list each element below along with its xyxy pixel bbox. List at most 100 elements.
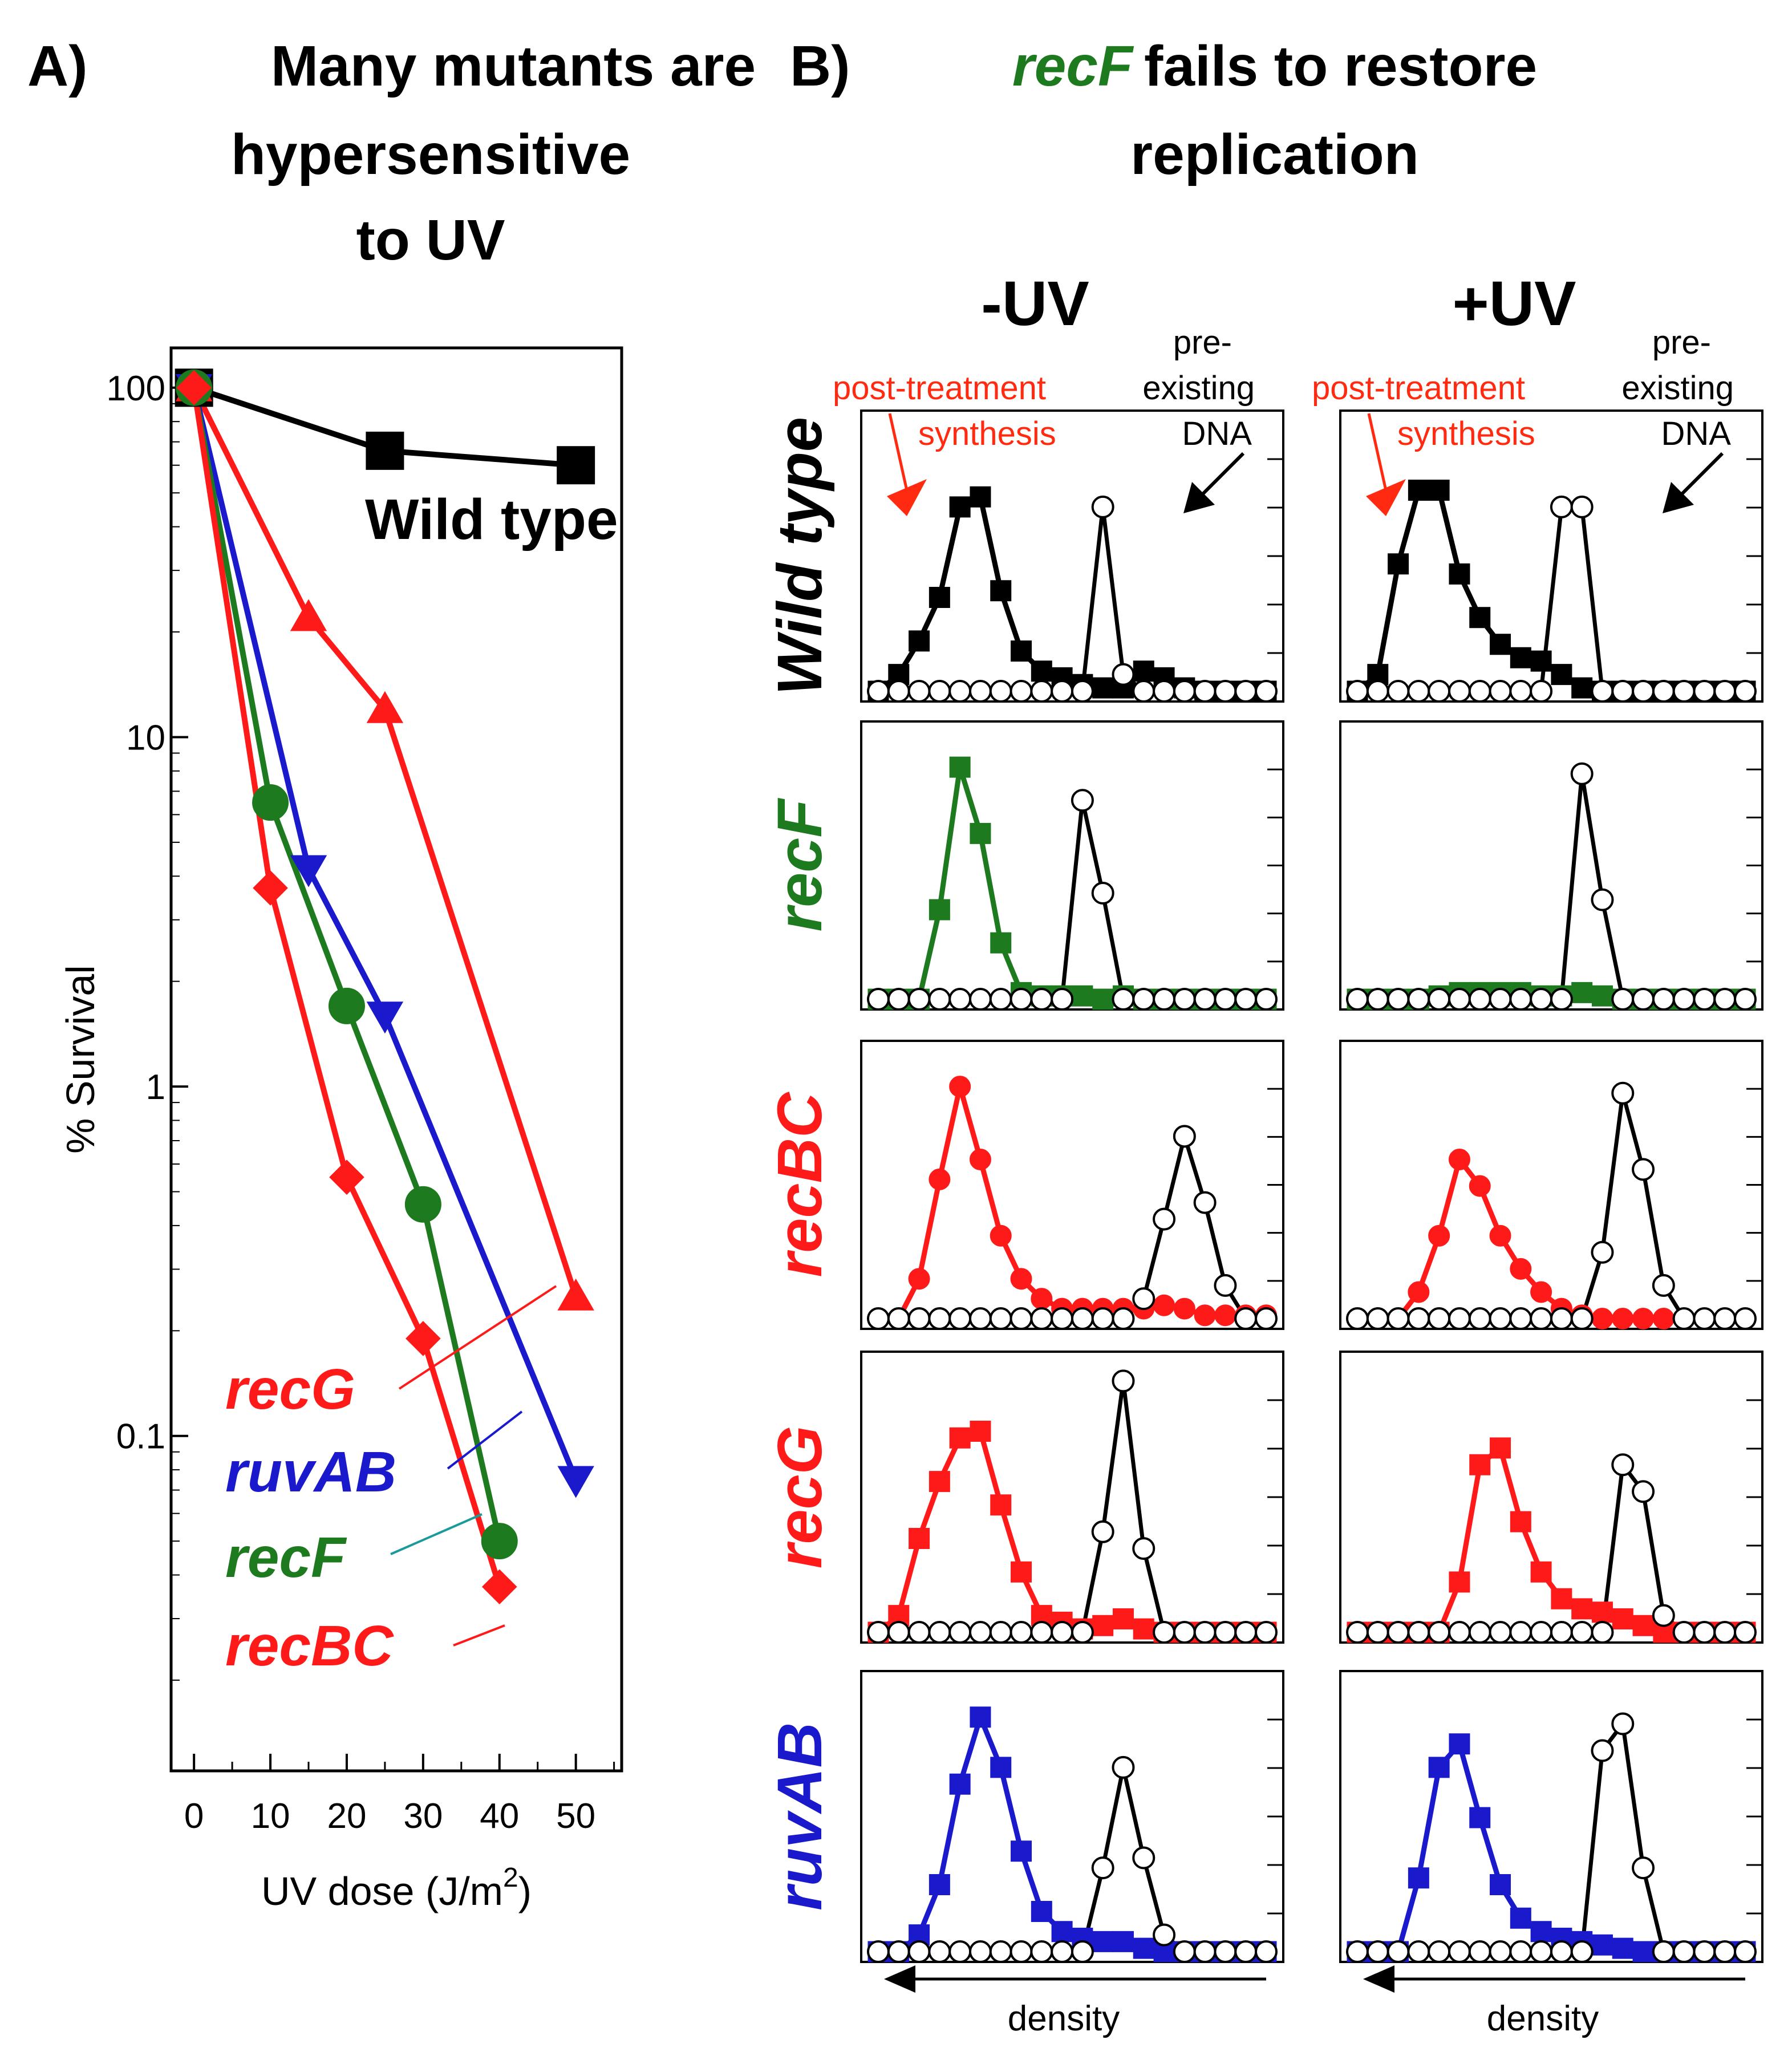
pre-existing-point [1091,495,1114,518]
new-synthesis-point [888,664,910,686]
series-label-recg: recG [225,1357,355,1421]
pre-existing-point [1530,988,1553,1011]
pre-existing-point [1214,988,1237,1011]
new-synthesis-point [1133,1937,1154,1959]
pre-existing-point [1193,1621,1217,1644]
pre-existing-point [948,1621,972,1644]
pre-existing-point [1153,988,1176,1011]
density-label: density [1008,1999,1120,2038]
pre-existing-point [1346,1621,1369,1644]
new-synthesis-point [1408,480,1429,501]
pre-existing-point [1672,1621,1696,1644]
new-synthesis-point [990,580,1012,602]
existing-label: existing [1142,370,1255,407]
pre-existing-point [1428,680,1451,703]
pre-existing-point [1009,988,1033,1011]
new-synthesis-point [1530,650,1552,672]
pre-existing-point [907,680,931,703]
data-point-recbc [329,1159,364,1195]
panel-b-title-line1: recF fails to restore [1012,34,1537,98]
pre-existing-point [1366,1307,1389,1330]
pre-existing-point [1693,1621,1716,1644]
dna-label: DNA [1182,415,1252,452]
pre-existing-point [907,1621,931,1644]
pre-existing-point [1550,1940,1573,1963]
post-treatment-arrowhead [887,479,927,516]
post-treatment-arrow [888,413,909,491]
data-point-recbc [253,870,288,906]
pre-existing-point [887,680,910,703]
pre-existing-point [1091,1520,1114,1543]
pre-existing-point [1570,1307,1594,1330]
pre-existing-point [1530,1621,1553,1644]
new-synthesis-point [1428,1757,1450,1778]
new-synthesis-point [1489,1224,1511,1247]
annotation-group-minus-uv: post-treatment synthesis pre-existing DNA [833,324,1255,516]
series-label-wild-type: Wild type [365,488,618,552]
pre-existing-dna-line [878,1129,1266,1321]
pre-existing-point [1713,988,1737,1011]
density-panel-wild-type-minus-uv [860,409,1284,703]
new-synthesis-point [1448,1149,1470,1170]
dna-label: DNA [1661,415,1732,452]
new-synthesis-point [909,630,930,652]
pre-existing-point [1550,1621,1573,1644]
pre-existing-point [1448,680,1471,703]
density-panel-ruvab-plus-uv [1339,1670,1763,1963]
pre-existing-point [928,1307,951,1330]
new-synthesis-point [1408,1281,1430,1303]
pre-existing-point [1071,1621,1094,1644]
pre-existing-point [1489,680,1512,703]
pre-existing-point [1030,1307,1053,1330]
new-synthesis-point [1092,677,1114,699]
new-synthesis-point [949,1076,971,1098]
panel-frame [860,1351,1284,1644]
pre-existing-point [1591,1240,1614,1264]
pre-existing-point [1407,988,1430,1011]
new-synthesis-point [1591,1601,1613,1623]
pre-label: pre- [1173,324,1232,361]
pre-label: pre- [1652,324,1711,361]
new-synthesis-point [1591,1308,1613,1329]
pre-existing-point [1672,680,1696,703]
data-point-recg [366,691,404,723]
pre-existing-point [1550,988,1573,1011]
pre-existing-point [1448,988,1471,1011]
pre-existing-point [1173,680,1196,703]
new-synthesis-point [1173,1297,1195,1320]
y-tick-label: 100 [107,369,165,408]
series-label-recbc: recBC [225,1614,394,1678]
pre-existing-point [989,1621,1012,1644]
panel-a-title-line2: hypersensitive [231,123,630,186]
pre-existing-point [1091,1307,1114,1330]
pre-existing-point [1173,1621,1196,1644]
pre-existing-point [1550,495,1573,518]
new-synthesis-point [949,1427,971,1449]
pre-existing-point [1386,1940,1410,1963]
new-synthesis-point [970,1421,991,1442]
pre-existing-point [1407,680,1430,703]
survival-chart: 0 10 20 30 40 50 100 10 1 0.1 UV dose (J/m2) % Surv… [58,346,623,1913]
density-panel-ruvab-minus-uv [860,1670,1284,1963]
new-synthesis-point [1449,1733,1470,1755]
new-synthesis-point [1092,1615,1114,1636]
pre-existing-point [1366,1940,1389,1963]
data-point-recbc [481,1569,517,1605]
data-point-recg [290,599,327,631]
density-panel-recbc-plus-uv [1339,1040,1763,1330]
pre-existing-point [1234,1621,1258,1644]
new-synthesis-point [1612,1308,1634,1329]
pre-existing-point [1386,988,1410,1011]
pre-existing-point [1509,988,1532,1011]
pre-existing-point [1672,1940,1696,1963]
pre-existing-point [1051,1940,1074,1963]
pre-existing-point [1591,888,1614,911]
pre-existing-point [1132,1846,1156,1870]
pre-existing-point [1591,1621,1614,1644]
new-synthesis-point [990,1494,1012,1516]
new-synthesis-point [970,1706,991,1728]
new-synthesis-point [990,1224,1012,1247]
pre-existing-point [989,1307,1012,1330]
density-arrowhead [884,1965,915,1993]
